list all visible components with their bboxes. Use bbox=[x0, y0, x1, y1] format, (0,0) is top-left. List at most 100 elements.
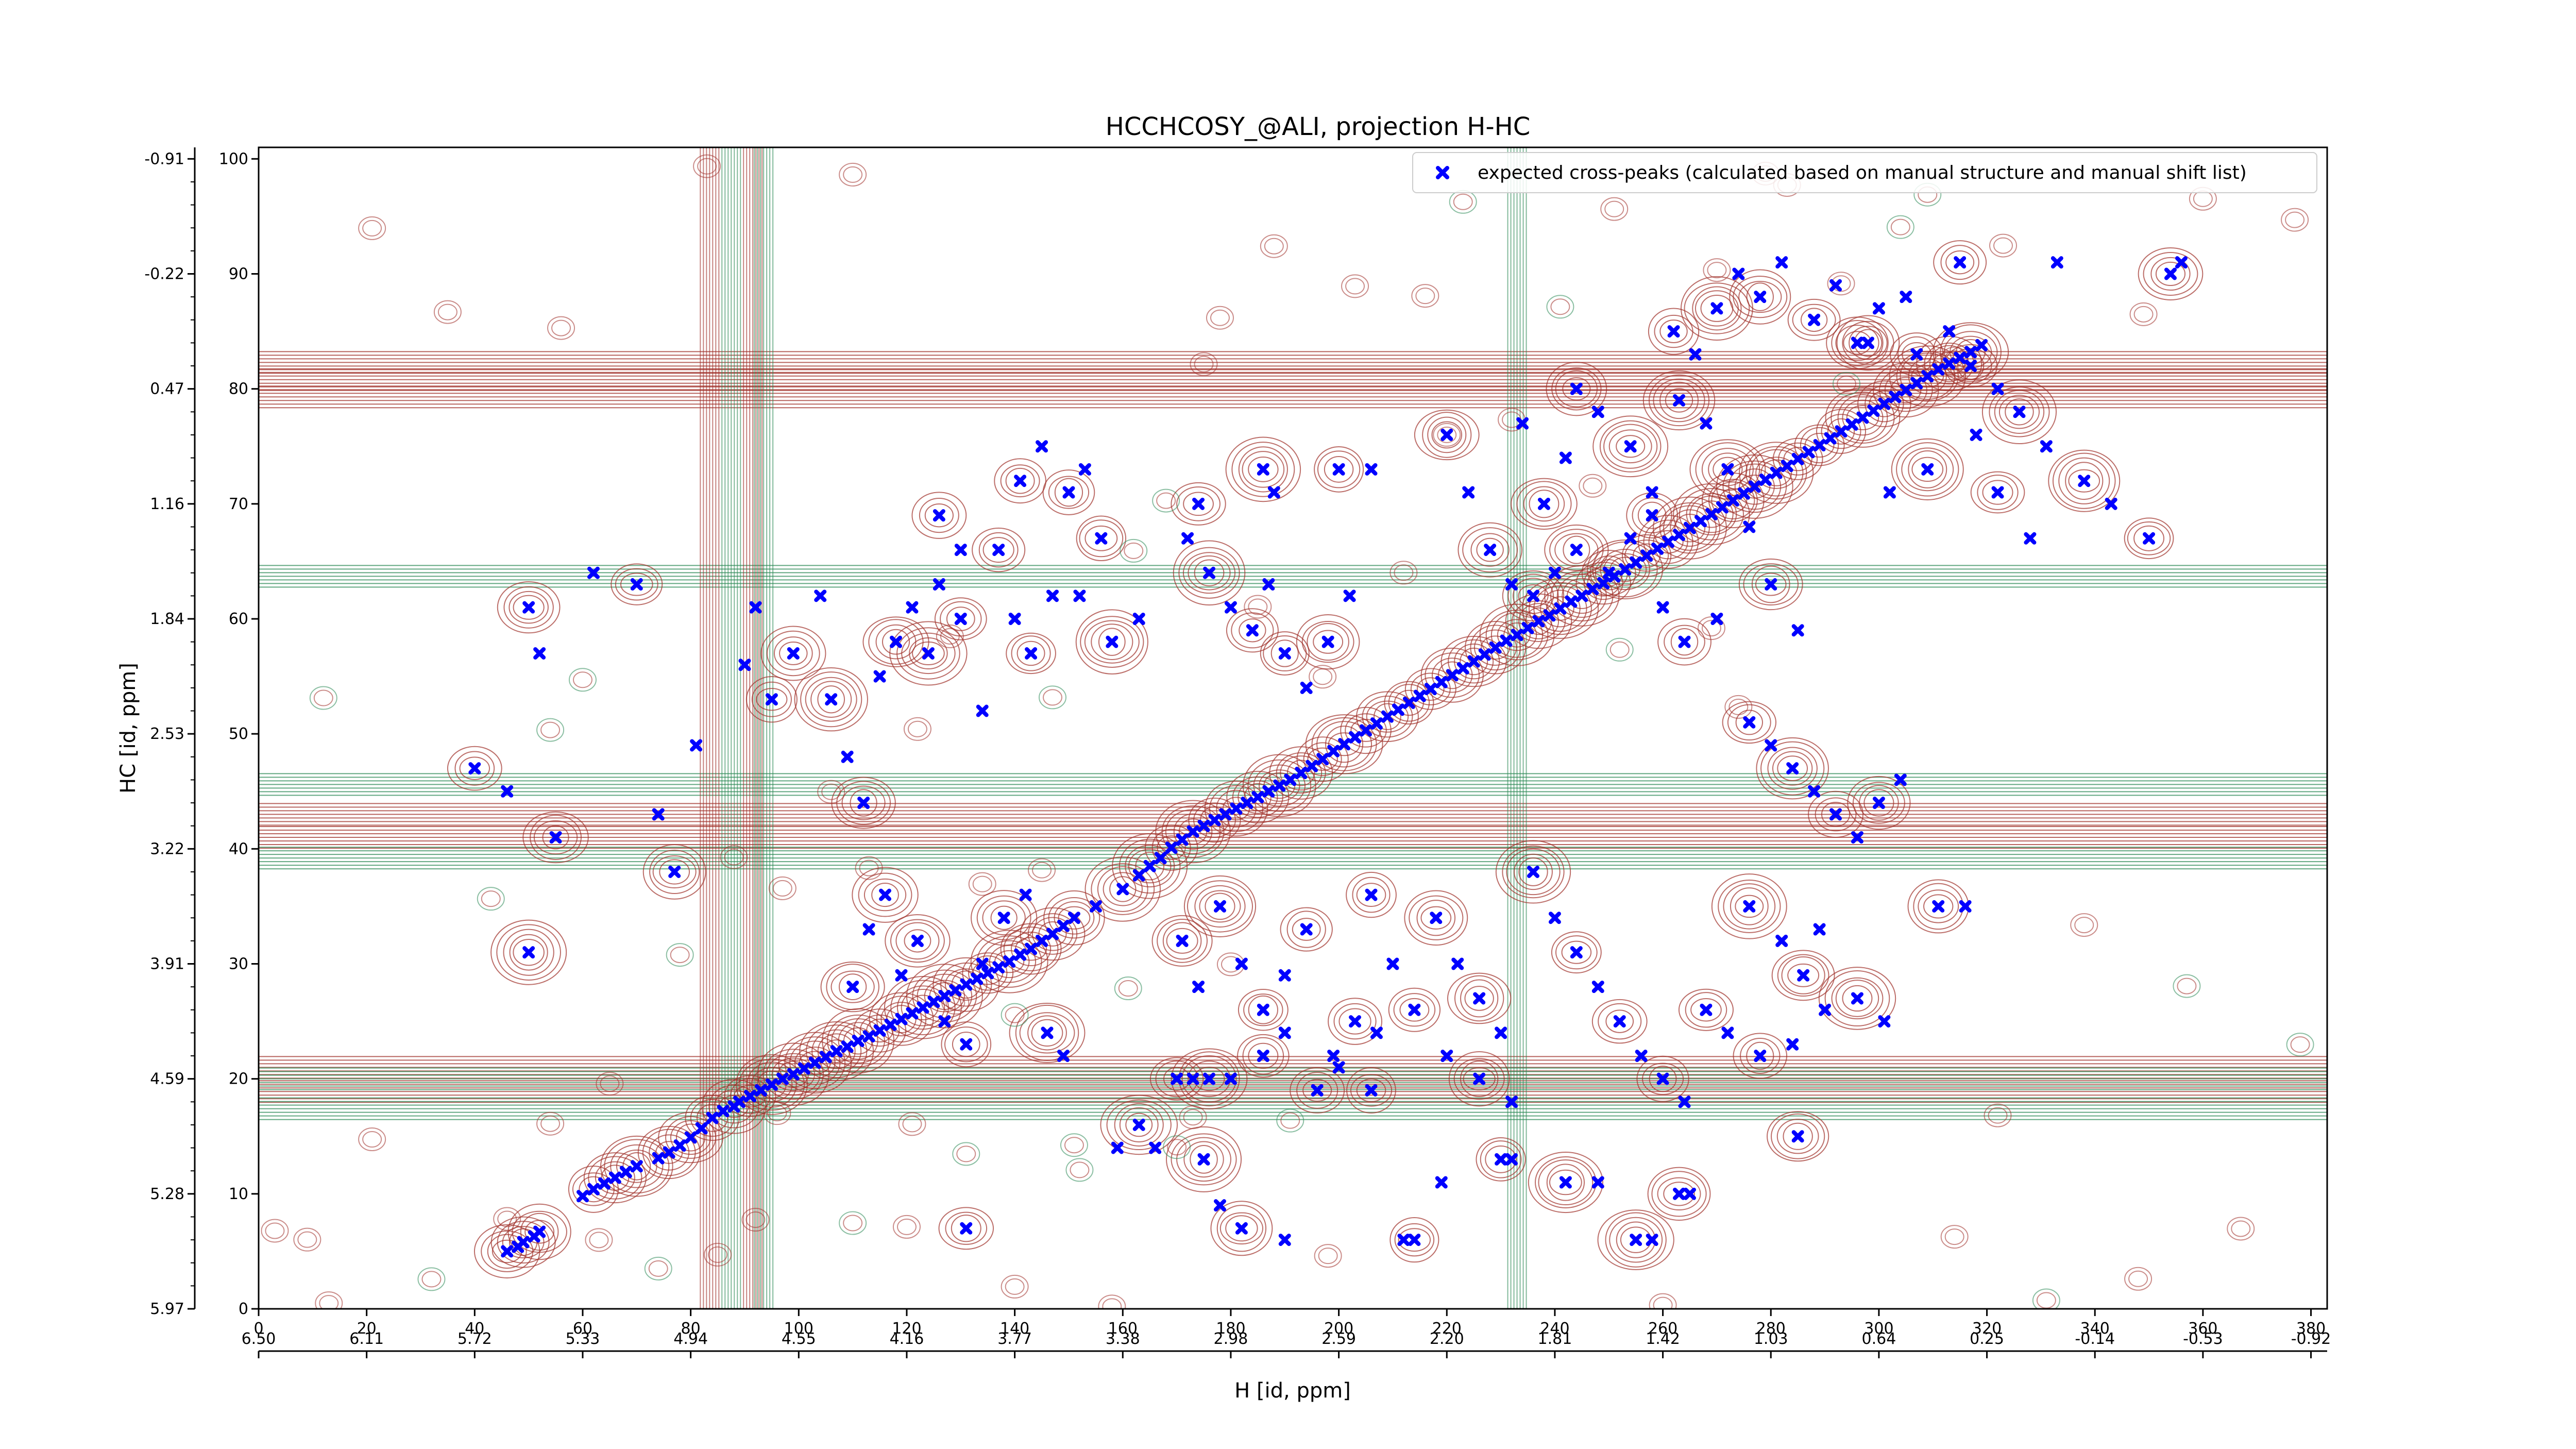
peak-contour-ring bbox=[1006, 632, 1056, 675]
x-ppm-tick-label: 1.81 bbox=[1538, 1330, 1572, 1348]
cross-peak-core bbox=[899, 972, 904, 978]
peak-contour-ring bbox=[708, 1084, 759, 1128]
noise-contour bbox=[1579, 474, 1607, 498]
noise-contour bbox=[358, 1127, 386, 1152]
peak-contour-ring bbox=[1098, 628, 1126, 656]
peak-contour-ring bbox=[1554, 533, 1599, 567]
cross-peak-core bbox=[1649, 513, 1655, 518]
peak-contour-ring bbox=[1301, 620, 1354, 663]
peak-contour-ring bbox=[1460, 979, 1499, 1018]
peak-contour-ring bbox=[1225, 1215, 1258, 1242]
plot-area bbox=[258, 146, 2328, 1310]
noise-contour bbox=[1156, 492, 1176, 509]
cross-peak-core bbox=[914, 938, 920, 943]
cross-peak-core bbox=[1936, 903, 1941, 909]
noise-contour bbox=[1098, 1294, 1126, 1309]
cross-peak-marker bbox=[1278, 969, 1291, 982]
cross-peak-marker bbox=[976, 957, 989, 970]
cross-peak-marker bbox=[841, 750, 854, 763]
noise-contour bbox=[1701, 620, 1721, 637]
peak-contour-ring bbox=[1470, 625, 1521, 671]
cross-peak-core bbox=[1185, 535, 1191, 541]
cross-peak-core bbox=[1946, 361, 1952, 366]
cross-peak-core bbox=[1277, 783, 1282, 788]
x-tick-label: 60 bbox=[573, 1320, 592, 1338]
x-ppm-tick-label: 2.20 bbox=[1430, 1330, 1464, 1348]
y-tick-label: 100 bbox=[219, 150, 248, 168]
cross-peak-core bbox=[942, 1019, 947, 1024]
x-ppm-tick-label: 3.77 bbox=[997, 1330, 1032, 1348]
cross-peak-marker bbox=[1397, 1234, 1410, 1246]
peak-contour-ring bbox=[1816, 409, 1866, 454]
cross-peak-core bbox=[1320, 756, 1326, 762]
cross-peak-marker bbox=[1775, 256, 1788, 269]
cross-peak-marker bbox=[862, 1030, 875, 1043]
cross-peak-core bbox=[1957, 355, 1963, 361]
cross-peak-core bbox=[1601, 580, 1606, 586]
cross-peak-core bbox=[1260, 1053, 1266, 1059]
peak-contour-ring bbox=[2138, 247, 2204, 300]
cross-peak-marker bbox=[1748, 480, 1761, 493]
peak-contour-ring bbox=[1296, 614, 1360, 670]
cross-peak-marker bbox=[1057, 919, 1070, 932]
peak-contour-ring bbox=[1338, 1008, 1371, 1035]
cross-peak-core bbox=[1217, 903, 1223, 909]
noise-contour bbox=[907, 720, 927, 737]
cross-peak-marker bbox=[1408, 1003, 1421, 1016]
cross-peak-marker bbox=[1878, 1015, 1891, 1028]
cross-peak-core bbox=[1563, 455, 1568, 461]
cross-peak-core bbox=[1595, 1180, 1601, 1185]
cross-peak-core bbox=[1644, 553, 1650, 559]
cross-peak-core bbox=[1282, 972, 1287, 978]
peak-contour-ring bbox=[1075, 609, 1148, 675]
peak-contour-ring bbox=[1901, 447, 1954, 492]
cross-peak-core bbox=[1968, 363, 1974, 369]
noise-contour bbox=[477, 887, 505, 911]
peak-contour-ring bbox=[1771, 950, 1835, 1001]
cross-peak-core bbox=[844, 1044, 850, 1050]
x-tick-label: 260 bbox=[1648, 1320, 1677, 1338]
peak-contour-ring bbox=[2150, 257, 2191, 291]
cross-peak-marker bbox=[787, 647, 800, 660]
cross-peak-core bbox=[1309, 763, 1315, 769]
cross-peak-marker bbox=[1230, 802, 1243, 815]
cross-peak-marker bbox=[1360, 724, 1372, 737]
cross-peak-marker bbox=[1224, 1072, 1237, 1085]
peak-contour-ring bbox=[1636, 1055, 1689, 1102]
peak-contour-ring bbox=[642, 1128, 696, 1176]
cross-peak-core bbox=[1168, 845, 1174, 851]
cross-peak-core bbox=[1336, 1065, 1342, 1070]
x-tick-label: 340 bbox=[2080, 1320, 2110, 1338]
peak-contour-ring bbox=[1648, 308, 1700, 355]
cross-peak-core bbox=[1806, 449, 1811, 455]
noise-contour bbox=[1005, 1006, 1025, 1023]
peak-contour-ring bbox=[1831, 320, 1884, 366]
cross-peak-marker bbox=[1381, 710, 1394, 723]
cross-peak-core bbox=[2081, 478, 2087, 484]
peak-contour-ring bbox=[487, 1234, 527, 1269]
peak-contour-ring bbox=[595, 1161, 635, 1194]
cross-peak-marker bbox=[1262, 578, 1275, 591]
peak-contour-ring bbox=[659, 859, 690, 885]
y-axis-label: HC [id, ppm] bbox=[116, 663, 140, 794]
cross-peak-marker bbox=[1197, 819, 1210, 832]
cross-peak-marker bbox=[668, 865, 681, 878]
cross-peak-marker bbox=[1684, 1187, 1696, 1200]
cross-peak-marker bbox=[949, 984, 962, 997]
cross-peak-marker bbox=[1273, 779, 1286, 792]
cross-peak-core bbox=[823, 1054, 828, 1060]
peak-contour-ring bbox=[794, 667, 868, 732]
cross-peak-marker bbox=[1737, 487, 1750, 500]
x-ppm-tick-label: 5.72 bbox=[457, 1330, 492, 1348]
peak-contour-ring bbox=[1481, 635, 1511, 660]
cross-peak-marker bbox=[1078, 463, 1091, 476]
peak-contour-ring bbox=[1182, 552, 1236, 594]
cross-peak-marker bbox=[1365, 888, 1378, 901]
peak-contour-ring bbox=[889, 621, 968, 686]
noise-contour bbox=[745, 1211, 766, 1228]
cross-peak-core bbox=[1509, 1156, 1515, 1162]
cross-peak-marker bbox=[1197, 1153, 1210, 1166]
cross-peak-core bbox=[1466, 490, 1471, 495]
cross-peak-marker bbox=[1089, 900, 1102, 913]
cross-peak-marker bbox=[684, 1131, 697, 1144]
